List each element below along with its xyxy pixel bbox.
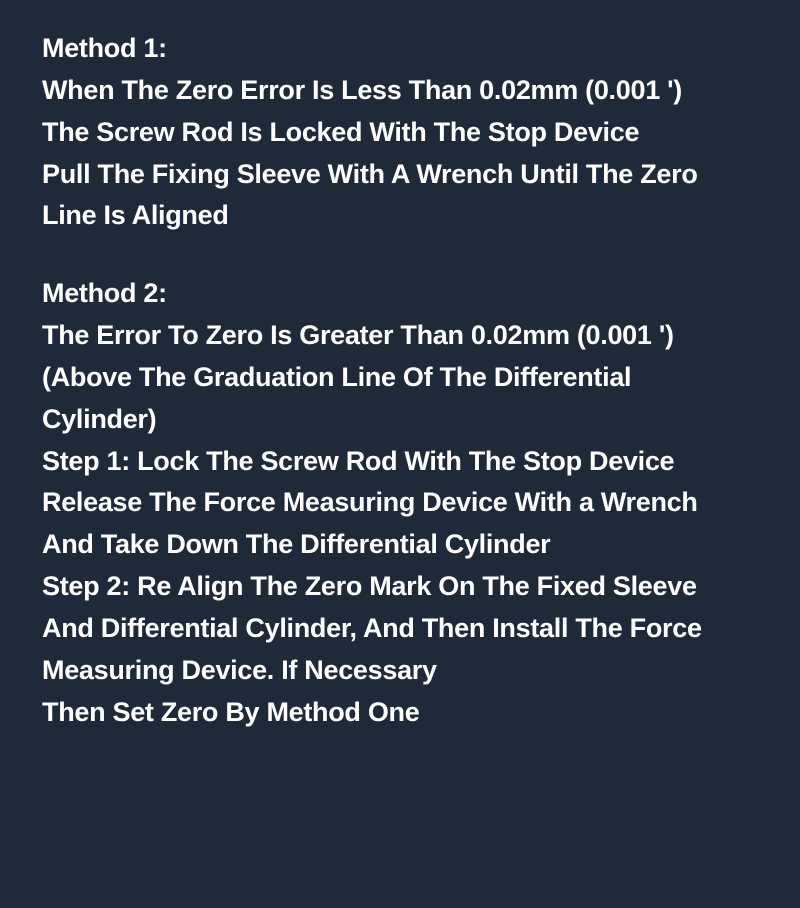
- method-1-heading: Method 1:: [42, 28, 758, 70]
- method-2-block: Method 2: The Error To Zero Is Greater T…: [42, 273, 758, 733]
- method-1-block: Method 1: When The Zero Error Is Less Th…: [42, 28, 758, 237]
- method-1-line: The Screw Rod Is Locked With The Stop De…: [42, 112, 758, 154]
- method-2-line: Then Set Zero By Method One: [42, 692, 758, 734]
- method-2-line: And Differential Cylinder, And Then Inst…: [42, 608, 758, 650]
- method-2-line: Step 1: Lock The Screw Rod With The Stop…: [42, 441, 758, 483]
- method-1-line: Pull The Fixing Sleeve With A Wrench Unt…: [42, 154, 758, 196]
- method-2-line: Step 2: Re Align The Zero Mark On The Fi…: [42, 566, 758, 608]
- method-2-line: Release The Force Measuring Device With …: [42, 482, 758, 524]
- method-2-line: And Take Down The Differential Cylinder: [42, 524, 758, 566]
- method-2-line: The Error To Zero Is Greater Than 0.02mm…: [42, 315, 758, 357]
- method-2-line: Cylinder): [42, 399, 758, 441]
- method-2-line: Measuring Device. If Necessary: [42, 650, 758, 692]
- method-2-heading: Method 2:: [42, 273, 758, 315]
- method-2-line: (Above The Graduation Line Of The Differ…: [42, 357, 758, 399]
- method-1-line: When The Zero Error Is Less Than 0.02mm …: [42, 70, 758, 112]
- method-1-line: Line Is Aligned: [42, 195, 758, 237]
